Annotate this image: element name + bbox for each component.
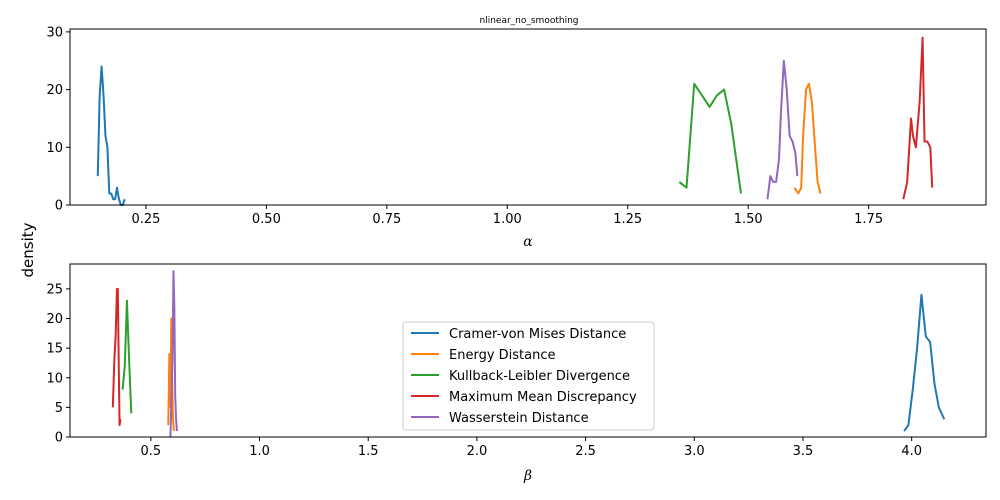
x-tick-label: 4.0 — [901, 444, 922, 459]
x-tick-label: 2.0 — [467, 444, 488, 459]
y-tick-label: 0 — [55, 431, 63, 446]
legend-label-energy: Energy Distance — [449, 348, 556, 363]
x-tick-label: 1.75 — [854, 212, 883, 227]
x-tick-label: 1.00 — [493, 212, 522, 227]
x-axis-label: β — [523, 468, 532, 484]
x-axis-label: α — [523, 234, 533, 250]
series-line-wasserstein-distance — [169, 270, 178, 438]
x-tick-label: 1.50 — [734, 212, 763, 227]
x-tick-label: 0.25 — [131, 212, 160, 227]
y-tick-label: 15 — [46, 342, 63, 357]
y-tick-label: 5 — [55, 401, 63, 416]
legend-entry: Cramer-von Mises Distance — [411, 327, 626, 342]
series-line-energy-distance — [793, 82, 822, 195]
y-tick-label: 20 — [46, 312, 63, 327]
legend-label-kullback-leibler: Kullback-Leibler Divergence — [449, 369, 630, 384]
series-line-energy-distance — [167, 317, 175, 432]
legend-label-wasserstein: Wasserstein Distance — [449, 411, 589, 426]
legend: Cramer-von Mises Distance Energy Distanc… — [402, 321, 655, 431]
alpha-panel: 0.25 0.50 0.75 1.00 1.25 1.50 1.75 0 10 20 30 α — [46, 25, 987, 250]
legend-entry: Maximum Mean Discrepancy — [411, 390, 637, 405]
series-line-wasserstein-distance — [766, 59, 799, 200]
series-line-maximum-mean-discrepancy — [902, 36, 934, 200]
y-tick-label: 20 — [46, 83, 63, 98]
x-tick-label: 0.5 — [141, 444, 162, 459]
figure-title: nlinear_no_smoothing — [480, 16, 579, 26]
y-tick-label: 10 — [46, 141, 63, 156]
legend-entry: Wasserstein Distance — [411, 411, 589, 426]
beta-panel: 0.5 1.0 1.5 2.0 2.5 3.0 3.5 4.0 0 5 10 15 20 25 β — [46, 263, 987, 484]
y-tick-label: 0 — [55, 199, 63, 214]
x-tick-label: 1.5 — [358, 444, 379, 459]
legend-label-cramer-von-mises: Cramer-von Mises Distance — [449, 327, 626, 342]
x-tick-label: 3.5 — [793, 444, 814, 459]
y-tick-label: 25 — [46, 282, 63, 297]
legend-box — [402, 321, 655, 431]
x-tick-label: 2.5 — [575, 444, 596, 459]
x-tick-label: 3.0 — [684, 444, 705, 459]
x-tick-label: 1.25 — [613, 212, 642, 227]
x-tick-label: 0.50 — [252, 212, 281, 227]
shared-y-axis-label: density — [19, 222, 37, 277]
series-line-cramer-von-mises-distance — [903, 293, 946, 432]
series-line-kullback-leibler-divergence — [678, 82, 742, 194]
legend-label-maximum-mean-discrepancy: Maximum Mean Discrepancy — [449, 390, 637, 405]
y-tick-label: 30 — [46, 25, 63, 40]
legend-entry: Energy Distance — [411, 348, 556, 363]
y-tick-label: 10 — [46, 371, 63, 386]
series-line-cramer-von-mises-distance — [96, 65, 126, 206]
plot-frame — [69, 28, 987, 206]
plot-frame — [69, 263, 987, 438]
series-line-maximum-mean-discrepancy — [111, 287, 122, 427]
legend-entry: Kullback-Leibler Divergence — [411, 369, 630, 384]
x-tick-label: 0.75 — [372, 212, 401, 227]
x-tick-label: 1.0 — [249, 444, 270, 459]
series-line-kullback-leibler-divergence — [121, 299, 133, 414]
